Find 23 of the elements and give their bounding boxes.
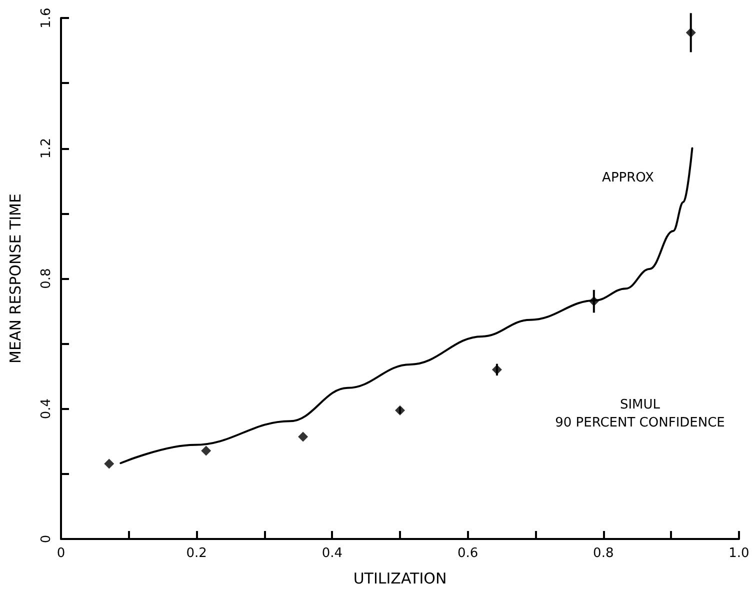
x-tick-label: 0.2 xyxy=(186,546,207,561)
y-tick-label: 0.4 xyxy=(39,398,54,420)
x-tick-label: 1.0 xyxy=(728,546,750,561)
y-tick-label: 1.2 xyxy=(39,138,54,159)
y-axis-title: MEAN RESPONSE TIME xyxy=(6,194,24,364)
point xyxy=(104,458,114,469)
point xyxy=(298,432,308,442)
point xyxy=(395,405,405,416)
point xyxy=(492,364,502,375)
x-tick-label: 0.6 xyxy=(457,546,478,561)
x-tick-label: 0.4 xyxy=(322,546,343,561)
x-tick-label: 0.8 xyxy=(593,546,614,561)
point xyxy=(588,296,599,306)
point xyxy=(201,446,212,456)
annotation: 90 PERCENT CONFIDENCE xyxy=(555,416,725,430)
y-tick-label: 0 xyxy=(39,534,54,544)
annotation: SIMUL xyxy=(620,398,661,412)
y-tick-label: 0.8 xyxy=(39,268,54,289)
x-axis-title: UTILIZATION xyxy=(353,570,447,588)
y-tick-label: 1.6 xyxy=(39,8,54,28)
point xyxy=(686,28,696,38)
x-tick-label: 0 xyxy=(56,546,66,561)
annotation: APPROX xyxy=(602,170,654,186)
